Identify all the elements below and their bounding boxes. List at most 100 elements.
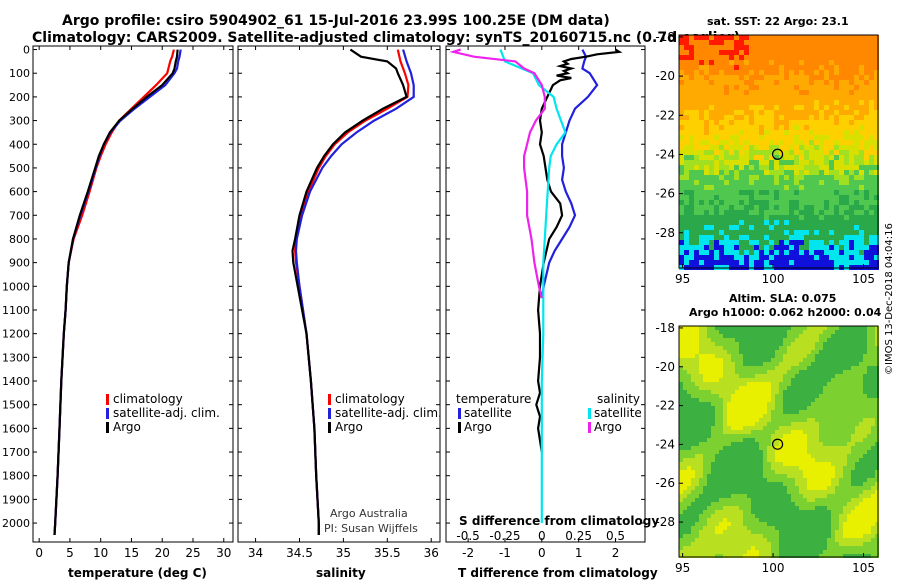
map-cell bbox=[723, 402, 727, 406]
map-cell bbox=[711, 482, 715, 486]
map-cell bbox=[814, 75, 819, 80]
map-cell bbox=[755, 498, 759, 502]
map-cell bbox=[849, 230, 854, 235]
map-cell bbox=[683, 490, 687, 494]
map-cell bbox=[875, 470, 879, 474]
map-cell bbox=[727, 386, 731, 390]
map-cell bbox=[739, 160, 744, 165]
map-cell bbox=[867, 502, 871, 506]
map-cell bbox=[759, 215, 764, 220]
map-cell bbox=[839, 80, 844, 85]
map-cell bbox=[831, 366, 835, 370]
map-cell bbox=[691, 342, 695, 346]
map-cell bbox=[819, 454, 823, 458]
map-cell bbox=[843, 510, 847, 514]
map-cell bbox=[699, 358, 703, 362]
map-cell bbox=[723, 522, 727, 526]
map-cell bbox=[727, 418, 731, 422]
map-cell bbox=[803, 326, 807, 330]
map-cell bbox=[864, 235, 869, 240]
map-cell bbox=[875, 502, 879, 506]
map-cell bbox=[734, 135, 739, 140]
map-cell bbox=[679, 554, 683, 558]
x-tick-label: 10 bbox=[93, 546, 108, 560]
map-cell bbox=[695, 418, 699, 422]
map-cell bbox=[711, 542, 715, 546]
map-cell bbox=[735, 498, 739, 502]
map-cell bbox=[863, 462, 867, 466]
map-cell bbox=[819, 210, 824, 215]
map-cell bbox=[711, 426, 715, 430]
map-cell bbox=[683, 426, 687, 430]
map-cell bbox=[694, 40, 699, 45]
map-cell bbox=[723, 554, 727, 558]
map-cell bbox=[679, 40, 684, 45]
map-cell bbox=[699, 410, 703, 414]
depth-tick-label: 1900 bbox=[2, 493, 30, 506]
map-cell bbox=[789, 250, 794, 255]
map-cell bbox=[747, 422, 751, 426]
map-cell bbox=[809, 90, 814, 95]
map-cell bbox=[819, 255, 824, 260]
map-cell bbox=[871, 490, 875, 494]
map-cell bbox=[839, 546, 843, 550]
map-cell bbox=[799, 358, 803, 362]
map-cell bbox=[851, 354, 855, 358]
map-cell bbox=[824, 160, 829, 165]
map-cell bbox=[679, 402, 683, 406]
map-cell bbox=[795, 546, 799, 550]
map-cell bbox=[695, 422, 699, 426]
map-cell bbox=[729, 105, 734, 110]
map-cell bbox=[767, 554, 771, 558]
map-cell bbox=[715, 402, 719, 406]
map-cell bbox=[767, 454, 771, 458]
map-cell bbox=[811, 442, 815, 446]
map-cell bbox=[835, 502, 839, 506]
map-cell bbox=[719, 35, 724, 40]
map-cell bbox=[689, 55, 694, 60]
map-cell bbox=[779, 105, 784, 110]
map-cell bbox=[851, 502, 855, 506]
map-cell bbox=[744, 50, 749, 55]
map-cell bbox=[699, 215, 704, 220]
map-cell bbox=[834, 70, 839, 75]
map-cell bbox=[754, 35, 759, 40]
map-cell bbox=[724, 85, 729, 90]
map-cell bbox=[699, 542, 703, 546]
map-cell bbox=[679, 150, 684, 155]
map-cell bbox=[823, 410, 827, 414]
map-cell bbox=[867, 414, 871, 418]
map-cell bbox=[799, 478, 803, 482]
map-cell bbox=[735, 426, 739, 430]
map-cell bbox=[764, 220, 769, 225]
map-cell bbox=[799, 434, 803, 438]
map-cell bbox=[815, 426, 819, 430]
map-cell bbox=[727, 442, 731, 446]
map-cell bbox=[734, 45, 739, 50]
map-cell bbox=[803, 378, 807, 382]
map-cell bbox=[719, 90, 724, 95]
map-cell bbox=[684, 135, 689, 140]
map-cell bbox=[679, 450, 683, 454]
map-cell bbox=[843, 350, 847, 354]
map-cell bbox=[771, 522, 775, 526]
map-cell bbox=[731, 386, 735, 390]
map-cell bbox=[815, 342, 819, 346]
map-cell bbox=[835, 518, 839, 522]
map-cell bbox=[871, 394, 875, 398]
map-cell bbox=[714, 130, 719, 135]
map-cell bbox=[815, 486, 819, 490]
map-cell bbox=[794, 105, 799, 110]
map-cell bbox=[859, 454, 863, 458]
map-cell bbox=[829, 65, 834, 70]
map-cell bbox=[763, 486, 767, 490]
map-cell bbox=[759, 510, 763, 514]
map-cell bbox=[869, 190, 874, 195]
map-cell bbox=[699, 494, 703, 498]
map-cell bbox=[775, 374, 779, 378]
map-cell bbox=[754, 100, 759, 105]
map-cell bbox=[775, 554, 779, 558]
map-cell bbox=[867, 366, 871, 370]
map-cell bbox=[799, 195, 804, 200]
map-cell bbox=[834, 65, 839, 70]
